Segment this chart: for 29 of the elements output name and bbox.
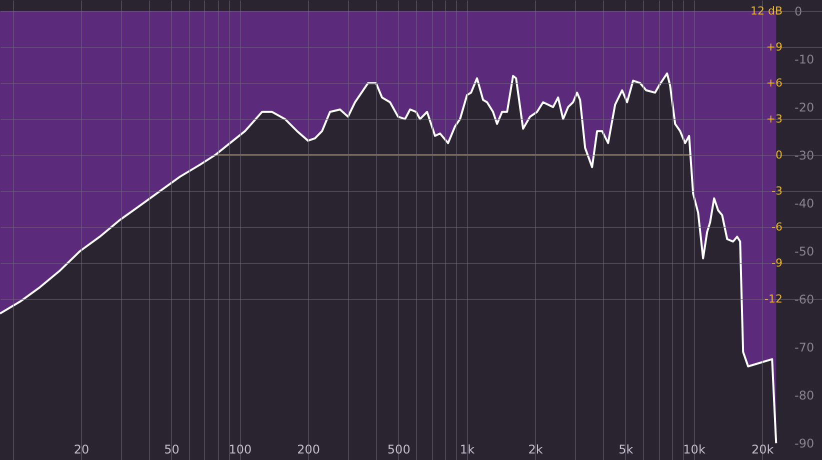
y-tick-label: -90 — [794, 436, 814, 451]
y-tick-label: -20 — [794, 100, 814, 115]
x-tick-label: 2k — [528, 442, 543, 456]
y2-tick-label: 0 — [776, 148, 782, 162]
y-tick-label: -70 — [794, 340, 814, 355]
x-tick-label: 100 — [228, 442, 252, 456]
y2-tick-label: +3 — [766, 112, 782, 126]
x-tick-label: 1k — [460, 442, 475, 456]
y2-tick-label: 12 dB — [750, 4, 782, 18]
y-tick-label: -30 — [794, 148, 814, 163]
y-tick-label: -10 — [794, 52, 814, 67]
x-tick-label: 500 — [387, 442, 410, 456]
y2-tick-label: -6 — [772, 220, 782, 234]
x-tick-label: 50 — [164, 442, 180, 456]
y2-tick-label: -3 — [772, 184, 782, 198]
x-tick-label: 20 — [74, 442, 90, 456]
y2-tick-label: +9 — [766, 40, 782, 54]
y2-tick-label: -12 — [764, 292, 782, 306]
y2-tick-label: +6 — [766, 76, 782, 90]
x-tick-label: 20k — [752, 442, 774, 456]
x-tick-label: 200 — [297, 442, 320, 456]
y-tick-label: -80 — [794, 388, 814, 403]
y2-tick-label: -9 — [772, 256, 782, 270]
y-tick-label: 0 — [794, 4, 802, 19]
y-tick-label: -50 — [794, 244, 814, 259]
x-tick-label: 5k — [618, 442, 634, 456]
y-tick-label: -40 — [794, 196, 814, 211]
y-tick-label: -60 — [794, 292, 814, 307]
x-tick-label: 10k — [683, 442, 706, 456]
